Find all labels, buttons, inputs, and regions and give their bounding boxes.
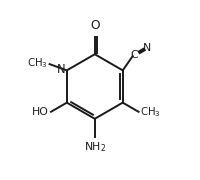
Text: C: C	[130, 50, 138, 60]
Text: CH$_3$: CH$_3$	[140, 105, 161, 119]
Text: N: N	[143, 43, 151, 53]
Text: HO: HO	[32, 107, 49, 117]
Text: O: O	[90, 19, 100, 32]
Text: N: N	[57, 63, 66, 76]
Text: NH$_2$: NH$_2$	[84, 140, 106, 154]
Text: CH$_3$: CH$_3$	[27, 56, 48, 70]
